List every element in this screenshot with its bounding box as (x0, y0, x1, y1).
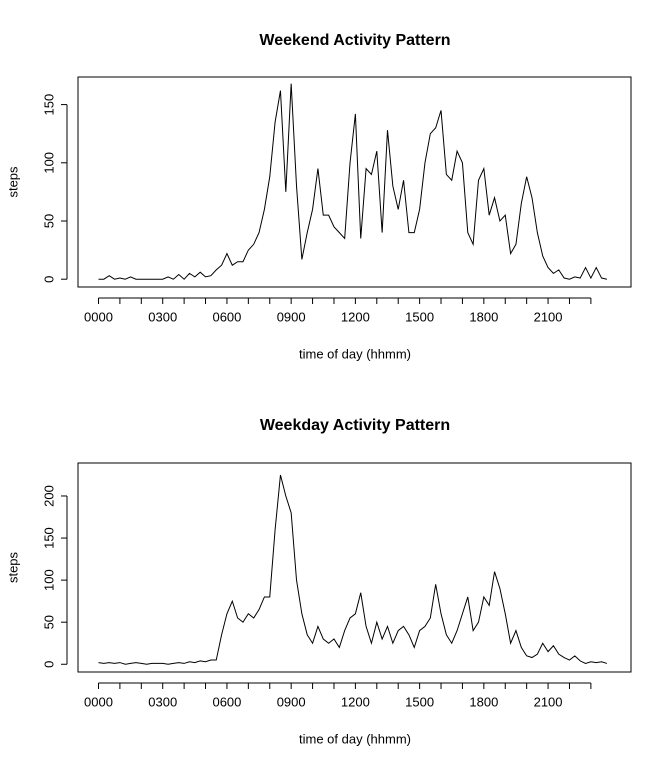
x-tick-label: 2100 (534, 694, 563, 709)
y-tick-label: 200 (41, 485, 56, 507)
y-tick-label: 100 (41, 569, 56, 591)
x-tick-label: 0600 (212, 309, 241, 324)
y-tick-label: 0 (41, 276, 56, 283)
plot-frame (77, 76, 632, 288)
x-tick-label: 2100 (534, 309, 563, 324)
y-axis-label: steps (5, 166, 20, 198)
x-tick-label: 1800 (469, 694, 498, 709)
x-tick-label: 1500 (405, 694, 434, 709)
x-tick-label: 0900 (277, 309, 306, 324)
x-tick-label: 0900 (277, 694, 306, 709)
chart-title: Weekend Activity Pattern (259, 32, 450, 49)
x-tick-label: 0600 (212, 694, 241, 709)
x-tick-label: 1200 (341, 694, 370, 709)
activity-line (98, 83, 608, 280)
x-tick-label: 0000 (84, 694, 113, 709)
y-tick-label: 0 (41, 661, 56, 668)
y-tick-label: 100 (41, 152, 56, 174)
plot-frame (77, 462, 632, 673)
chart-title: Weekday Activity Pattern (260, 417, 450, 434)
x-tick-label: 1800 (469, 309, 498, 324)
y-tick-label: 150 (41, 94, 56, 116)
activity-line (98, 474, 608, 665)
y-axis-label: steps (5, 551, 20, 583)
x-tick-label: 0300 (148, 309, 177, 324)
x-tick-label: 0000 (84, 309, 113, 324)
x-axis-label: time of day (hhmm) (299, 346, 411, 361)
x-tick-label: 1200 (341, 309, 370, 324)
y-tick-label: 150 (41, 527, 56, 549)
x-tick-label: 0300 (148, 694, 177, 709)
x-tick-label: 1500 (405, 309, 434, 324)
x-axis-label: time of day (hhmm) (299, 731, 411, 746)
y-tick-label: 50 (41, 214, 56, 228)
y-tick-label: 50 (41, 615, 56, 629)
